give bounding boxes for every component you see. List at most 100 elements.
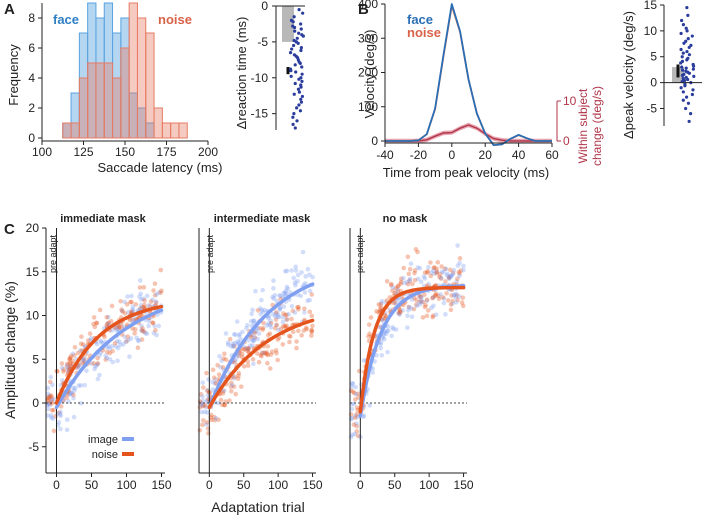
adaptation-dot-noise (120, 309, 125, 314)
adaptation-dot-image (446, 276, 452, 281)
peak-velocity-dot (680, 73, 684, 77)
adaptation-dot-image (370, 370, 375, 375)
adaptation-dot-image (441, 300, 447, 306)
adaptation-dot-image (199, 403, 205, 409)
adaptation-dot-noise (139, 337, 145, 342)
adaptation-dot-noise (97, 307, 103, 313)
peak-velocity-dot (679, 61, 683, 65)
velocity-y-tick-label: 300 (358, 31, 378, 45)
adaptation-dot-noise (205, 430, 211, 436)
histogram-x-label: Saccade latency (ms) (98, 160, 223, 175)
adaptation-x-tick-label: 150 (454, 478, 474, 492)
adaptation-dot-image (122, 299, 127, 305)
adaptation-dot-image (204, 397, 210, 403)
velocity-y2-label-1: Within subject (576, 88, 590, 163)
adaptation-dot-noise (197, 427, 203, 433)
reaction-time-dot (299, 85, 303, 89)
adaptation-dot-image (429, 270, 434, 275)
adaptation-dot-noise (133, 327, 138, 332)
adaptation-dot-image (140, 328, 146, 334)
adaptation-dot-image (457, 260, 462, 266)
adaptation-dot-noise (455, 297, 460, 303)
peak-velocity-dot (691, 67, 695, 71)
adaptation-dot-image (419, 299, 425, 305)
adaptation-dot-noise (158, 290, 163, 295)
adaptation-dot-noise (211, 414, 217, 420)
adaptation-dot-image (393, 327, 399, 332)
adaptation-dot-image (384, 331, 389, 337)
legend-image-label: image (88, 434, 118, 446)
adaptation-dot-image (123, 339, 129, 345)
adaptation-dot-image (213, 377, 218, 383)
adaptation-dot-noise (200, 385, 206, 390)
adaptation-x-tick-label: 50 (388, 478, 402, 492)
adaptation-dot-image (274, 298, 280, 304)
adaptation-dot-image (285, 286, 291, 292)
adaptation-dot-noise (236, 353, 242, 359)
adaptation-dot-image (48, 374, 54, 380)
adaptation-dot-noise (203, 403, 208, 408)
velocity-x-tick-label: 40 (512, 148, 526, 162)
adaptation-dot-noise (222, 351, 227, 357)
adaptation-dot-noise (151, 288, 156, 293)
velocity-y-label: Velocity (deg/s) (362, 30, 377, 119)
velocity-y2-tick-label: 0 (563, 134, 570, 148)
adaptation-dot-noise (458, 268, 464, 273)
adaptation-dot-noise (282, 323, 287, 329)
adaptation-dot-image (310, 274, 315, 280)
adaptation-dot-image (418, 279, 424, 285)
adaptation-dot-image (414, 303, 420, 309)
adaptation-dot-noise (142, 302, 147, 308)
adaptation-dot-image (70, 385, 76, 391)
adaptation-dot-image (104, 355, 110, 361)
adaptation-dot-noise (110, 348, 115, 354)
adaptation-dot-image (237, 331, 242, 337)
reaction-time-dot (293, 126, 297, 130)
adaptation-dot-noise (152, 292, 158, 298)
adaptation-dot-image (378, 340, 384, 345)
reaction-time-dot (295, 36, 299, 40)
reaction-time-dot (300, 72, 304, 76)
adaptation-dot-noise (352, 415, 358, 421)
adaptation-dot-image (250, 337, 256, 343)
adaptation-dot-image (286, 312, 291, 317)
fit-curve-image (207, 282, 315, 410)
adaptation-dot-image (231, 332, 237, 337)
adaptation-dot-image (268, 318, 273, 324)
adaptation-dot-noise (104, 349, 110, 355)
adaptation-dot-noise (299, 333, 304, 338)
adaptation-dot-noise (56, 410, 62, 416)
adaptation-dot-image (88, 335, 94, 341)
adaptation-dot-noise (204, 370, 209, 376)
adaptation-dot-noise (51, 428, 57, 434)
peak-velocity-dot (686, 37, 690, 41)
reaction-time-dot (291, 43, 296, 48)
reaction-time-mean-bar (282, 6, 294, 42)
peak-velocity-chart: Δpeak velocity (deg/s) -5 0 5 10 15 (621, 0, 702, 139)
velocity-y-tick-label: 100 (358, 100, 378, 114)
adaptation-dot-image (445, 271, 450, 277)
adaptation-dot-noise (229, 388, 234, 394)
adaptation-dot-noise (59, 361, 65, 366)
histogram-bar-noise (170, 122, 180, 139)
adaptation-y-tick-label: 10 (26, 309, 40, 323)
peak-velocity-dot (679, 47, 683, 52)
adaptation-dot-image (448, 273, 454, 279)
adaptation-dot-image (75, 365, 81, 371)
histogram-x-tick-label: 100 (32, 145, 52, 159)
adaptation-dot-image (256, 331, 262, 336)
adaptation-dot-image (453, 291, 459, 297)
reaction-time-dot (297, 7, 301, 12)
adaptation-dot-image (115, 358, 120, 364)
adaptation-dot-image (116, 326, 121, 332)
adaptation-dot-noise (268, 352, 274, 357)
adaptation-dot-noise (417, 293, 422, 299)
adaptation-dot-image (68, 390, 73, 396)
histogram-y-tick-label: 6 (28, 41, 35, 55)
adaptation-dot-image (245, 322, 250, 328)
adaptation-dot-image (67, 392, 73, 397)
adaptation-dot-noise (450, 298, 455, 304)
adaptation-dot-image (431, 303, 436, 309)
adaptation-dot-image (113, 327, 119, 333)
adaptation-dot-noise (45, 398, 51, 404)
